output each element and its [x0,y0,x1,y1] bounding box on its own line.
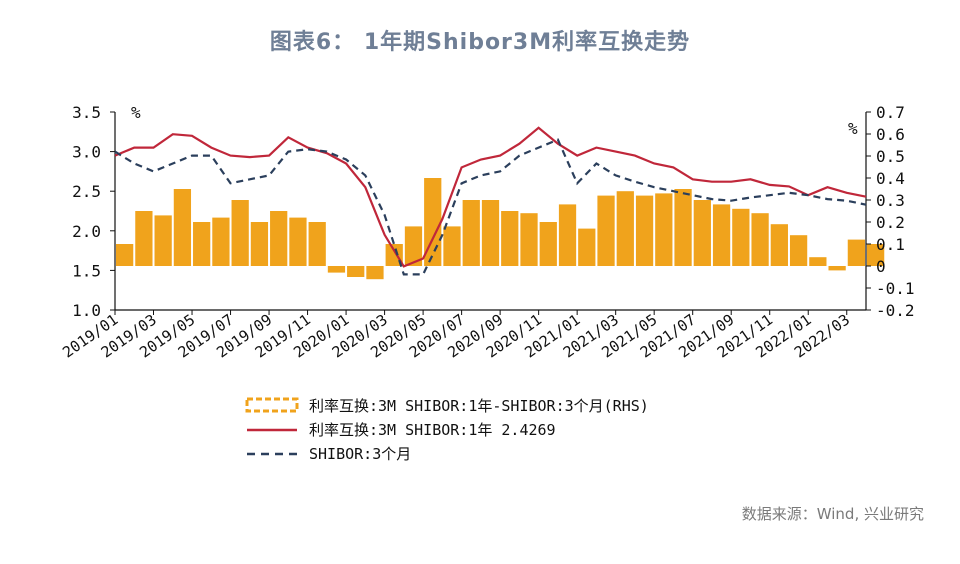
source-note: 数据来源：Wind, 兴业研究 [741,505,924,523]
spread-bar [597,195,615,266]
spread-bar [867,244,885,266]
right-axis-unit: % [848,119,858,138]
spread-bar [501,211,519,266]
spread-bar [135,211,153,266]
left-tick-label: 3.5 [72,103,101,122]
spread-bar [462,200,480,266]
spread-bar [751,213,769,266]
spread-bar [270,211,288,266]
right-tick-label: 0.2 [876,213,905,232]
spread-bar [578,228,596,266]
spread-bar [732,208,750,266]
left-tick-label: 3.0 [72,143,101,162]
swap-rate-line [114,126,867,268]
spread-bar [828,266,846,271]
spread-bar [655,193,673,266]
legend-label-swap: 利率互换:3M SHIBOR:1年 2.4269 [309,421,556,439]
spread-bar [154,215,172,266]
chart-title: 图表6： 1年期Shibor3M利率互换走势 [269,30,691,55]
legend-swatch-spread [245,397,299,413]
spread-bar [212,217,230,266]
spread-bar [809,257,827,266]
spread-bar [347,266,365,277]
spread-bar [693,200,711,266]
right-tick-label: 0.5 [876,147,905,166]
spread-bar [789,235,808,266]
spread-bar [520,213,538,266]
spread-bar [116,244,134,266]
spread-bar [539,222,557,266]
right-tick-label: 0.6 [876,125,905,144]
spread-bar [366,266,384,280]
right-tick-label: 0.4 [876,169,905,188]
spread-bar [308,222,326,266]
spread-bar [173,189,192,266]
left-tick-label: 2.5 [72,182,101,201]
spread-bar [327,266,346,273]
spread-bar [481,200,500,266]
spread-bar [635,195,654,266]
left-tick-label: 1.5 [72,261,101,280]
right-tick-label: 0 [876,257,886,276]
legend-label-spread: 利率互换:3M SHIBOR:1年-SHIBOR:3个月(RHS) [309,397,649,415]
spread-bar [712,204,731,266]
spread-bar [424,178,442,266]
spread-bar [193,222,211,266]
spread-bar [616,191,634,266]
left-axis-unit: % [131,103,141,122]
spread-bar [443,226,461,266]
legend-label-shibor: SHIBOR:3个月 [309,445,411,463]
right-tick-label: 0.3 [876,191,905,210]
right-tick-label: 0.7 [876,103,905,122]
left-tick-label: 2.0 [72,222,101,241]
spread-bar [770,224,788,266]
spread-bar [847,239,865,266]
spread-bar [231,200,249,266]
spread-bar [289,217,307,266]
spread-bar [250,222,269,266]
right-tick-label: 0.1 [876,235,905,254]
right-tick-label: -0.2 [876,301,915,320]
spread-bar [404,226,423,266]
right-tick-label: -0.1 [876,279,915,298]
shibor-line [114,138,867,276]
spread-bar [674,189,692,266]
left-tick-label: 1.0 [72,301,101,320]
spread-bar [558,204,577,266]
